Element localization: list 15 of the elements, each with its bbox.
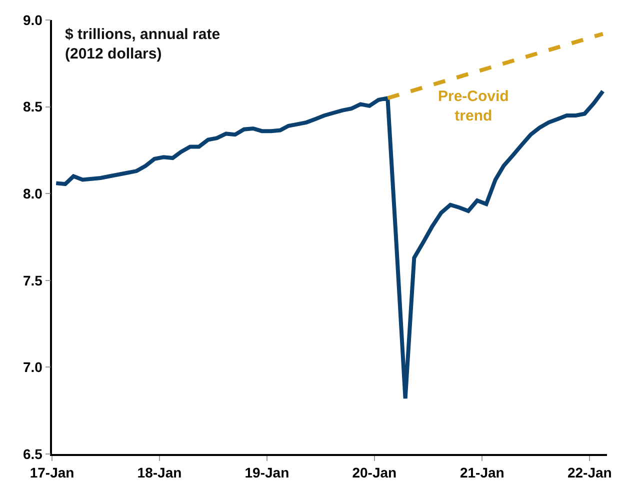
annotation: Pre-Covid trend bbox=[438, 88, 509, 124]
x-tick-label: 19-Jan bbox=[244, 464, 290, 481]
y-tick-label: 8.0 bbox=[22, 186, 43, 202]
y-axis-title: $ trillions, annual rate (2012 dollars) bbox=[65, 26, 220, 62]
x-tick-label: 17-Jan bbox=[30, 464, 74, 481]
line-series bbox=[54, 89, 605, 400]
x-tick-label: 18-Jan bbox=[137, 464, 182, 481]
y-tick-label: 7.5 bbox=[22, 272, 43, 288]
x-tick-label: 20-Jan bbox=[352, 464, 397, 481]
y-tick-label: 8.5 bbox=[22, 98, 43, 115]
y-tick-label: 6.5 bbox=[22, 446, 43, 462]
x-tick-label: 22-Jan bbox=[567, 464, 612, 481]
y-tick-label: 7.0 bbox=[22, 359, 43, 376]
x-tick-label: 21-Jan bbox=[460, 464, 504, 481]
y-tick-label: 9.0 bbox=[22, 12, 43, 28]
